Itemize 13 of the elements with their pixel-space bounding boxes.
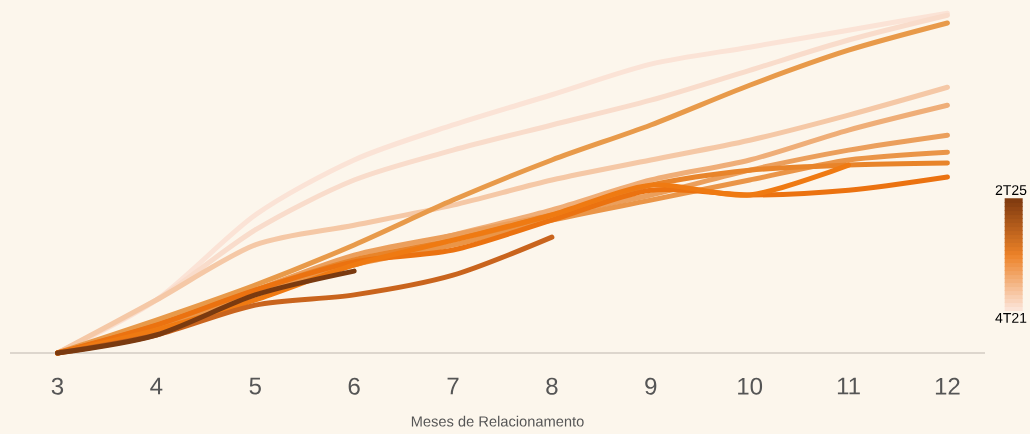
- x-tick-label: 3: [51, 377, 64, 395]
- x-tick-label: 8: [546, 377, 558, 395]
- x-tick-label: 5: [249, 377, 261, 395]
- x-axis-title: Meses de Relacionamento: [411, 415, 584, 427]
- x-tick-label: 12: [935, 377, 960, 395]
- x-tick-label: 11: [837, 377, 860, 395]
- x-tick-label: 9: [645, 377, 657, 395]
- text: 2T25: [995, 185, 1027, 196]
- x-tick-label: 10: [738, 377, 763, 395]
- x-tick-label: 7: [447, 377, 459, 395]
- x-tick-label: 4: [150, 377, 163, 395]
- x-tick-label: 6: [348, 377, 360, 395]
- text: 4T21: [995, 312, 1027, 323]
